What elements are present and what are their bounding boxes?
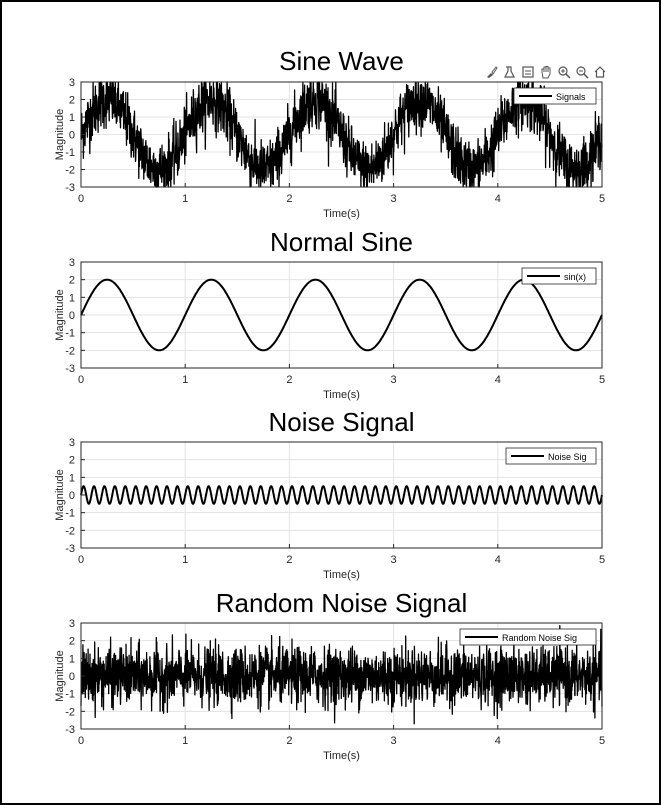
y-tick-label: -3	[65, 543, 75, 555]
axes-4: 0 1 2 3 4 5 -3 -2 -1 0 1 2 3 Time(s) Magnitude Random N…	[54, 588, 605, 762]
y-tick-label: -2	[65, 525, 75, 537]
y-tick-label: 0	[69, 130, 75, 142]
x-tick-label: 1	[182, 735, 188, 747]
x-tick-label: 2	[286, 374, 292, 386]
x-tick-label: 5	[599, 735, 605, 747]
x-tick-label: 1	[182, 193, 188, 205]
x-tick-label: 1	[182, 374, 188, 386]
chart-title: Random Noise Signal	[216, 588, 467, 618]
series-line	[80, 81, 603, 188]
x-tick-label: 4	[495, 735, 501, 747]
y-axis-label: Magnitude	[54, 650, 66, 701]
y-tick-label: 0	[69, 671, 75, 683]
x-axis-label: Time(s)	[323, 208, 360, 220]
x-tick-label: 3	[391, 374, 397, 386]
y-tick-label: 2	[69, 95, 75, 107]
y-tick-label: 1	[69, 472, 75, 484]
legend: Random Noise Sig	[459, 628, 597, 646]
series-line	[80, 278, 603, 352]
x-tick-label: 1	[182, 554, 188, 566]
axes-2: 0 1 2 3 4 5 -3 -2 -1 0 1 2 3 Time(s) Magnitude Normal S…	[54, 227, 605, 401]
x-tick-label: 0	[78, 735, 84, 747]
y-tick-label: -3	[65, 182, 75, 194]
x-axis-label: Time(s)	[323, 569, 360, 581]
y-tick-label: -2	[65, 165, 75, 177]
y-tick-label: 0	[69, 310, 75, 322]
y-tick-label: 3	[69, 618, 75, 630]
chart-title: Noise Signal	[269, 407, 415, 437]
legend-label: sin(x)	[564, 272, 586, 282]
brush-icon[interactable]	[484, 64, 500, 80]
y-tick-label: -1	[65, 508, 75, 520]
y-tick-label: -3	[65, 724, 75, 736]
y-tick-label: 3	[69, 77, 75, 89]
zoom-in-icon[interactable]	[556, 64, 572, 80]
y-axis-label: Magnitude	[54, 469, 66, 520]
pan-hand-icon[interactable]	[538, 64, 554, 80]
legend-box	[513, 87, 597, 105]
legend: sin(x)	[521, 267, 597, 285]
y-tick-label: 2	[69, 636, 75, 648]
x-tick-label: 3	[391, 735, 397, 747]
y-tick-label: 3	[69, 437, 75, 449]
legend-box	[505, 447, 597, 465]
x-tick-label: 3	[391, 554, 397, 566]
x-tick-label: 0	[78, 193, 84, 205]
legend: Noise Sig	[505, 447, 597, 465]
y-tick-label: 3	[69, 257, 75, 269]
x-tick-label: 0	[78, 374, 84, 386]
y-tick-label: 0	[69, 490, 75, 502]
legend: Signals	[513, 87, 597, 105]
y-tick-label: -1	[65, 328, 75, 340]
axes-1: 0 1 2 3 4 5 -3 -2 -1 0 1 2 3 Time(s) Magnitude Sine Wav…	[54, 46, 605, 220]
x-tick-label: 5	[599, 193, 605, 205]
x-tick-label: 2	[286, 554, 292, 566]
x-tick-label: 2	[286, 735, 292, 747]
chart-title: Normal Sine	[270, 227, 413, 257]
y-tick-label: -2	[65, 345, 75, 357]
y-tick-label: -1	[65, 689, 75, 701]
y-tick-label: -1	[65, 147, 75, 159]
x-axis-label: Time(s)	[323, 389, 360, 401]
home-icon[interactable]	[592, 64, 608, 80]
x-tick-label: 4	[495, 193, 501, 205]
y-axis-label: Magnitude	[54, 289, 66, 340]
y-axis-label: Magnitude	[54, 109, 66, 160]
chart-title: Sine Wave	[279, 46, 404, 76]
x-axis-label: Time(s)	[323, 750, 360, 762]
zoom-out-icon[interactable]	[574, 64, 590, 80]
y-tick-label: 1	[69, 112, 75, 124]
axes-3: 0 1 2 3 4 5 -3 -2 -1 0 1 2 3 Time(s) Magnitude Noise Si…	[54, 407, 605, 581]
y-tick-label: 1	[69, 653, 75, 665]
y-tick-label: 2	[69, 455, 75, 467]
x-tick-label: 0	[78, 554, 84, 566]
x-tick-label: 5	[599, 374, 605, 386]
series-line	[80, 485, 603, 505]
data-tips-icon[interactable]	[502, 64, 518, 80]
axes-toolbar	[484, 64, 608, 82]
x-tick-label: 2	[286, 193, 292, 205]
datatip-edit-icon[interactable]	[520, 64, 536, 80]
y-tick-label: -2	[65, 706, 75, 718]
x-tick-label: 4	[495, 554, 501, 566]
legend-label: Noise Sig	[548, 452, 587, 462]
y-tick-label: 1	[69, 292, 75, 304]
y-tick-label: -3	[65, 363, 75, 375]
x-tick-label: 5	[599, 554, 605, 566]
legend-box	[459, 628, 597, 646]
legend-label: Random Noise Sig	[502, 633, 577, 643]
legend-label: Signals	[556, 92, 586, 102]
x-tick-label: 3	[391, 193, 397, 205]
x-tick-label: 4	[495, 374, 501, 386]
series-line	[80, 624, 603, 725]
y-tick-label: 2	[69, 275, 75, 287]
